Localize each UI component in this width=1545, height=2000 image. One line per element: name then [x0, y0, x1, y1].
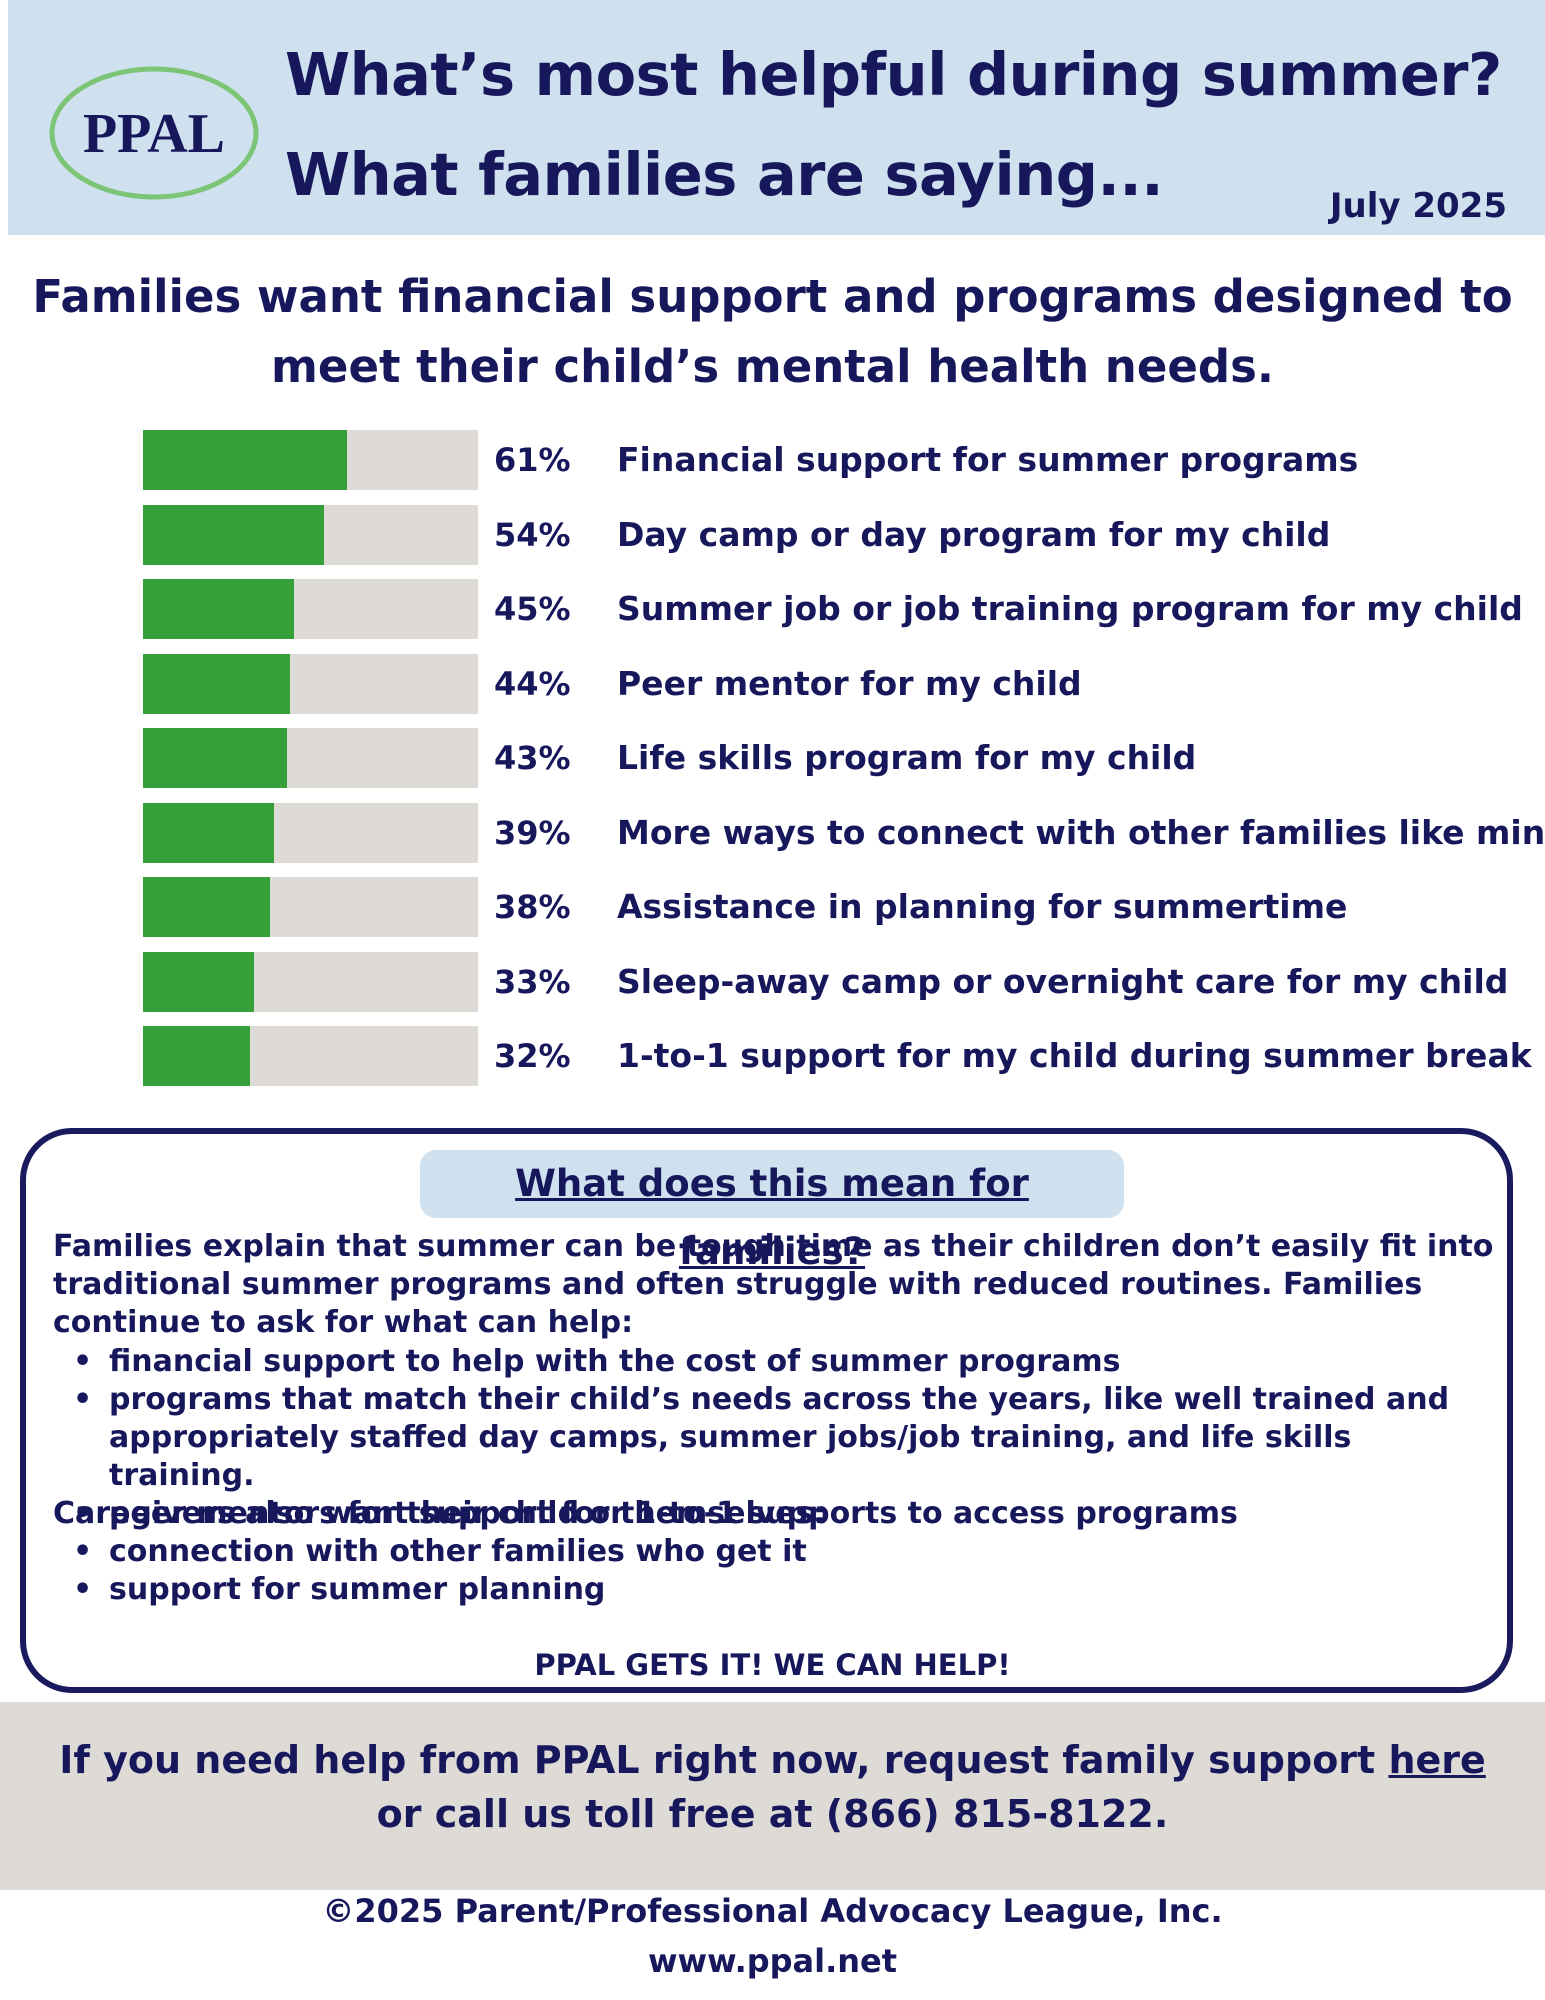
needs-list: financial support to help with the cost …: [53, 1343, 1503, 1533]
caregivers-text: Caregivers also want support for themsel…: [53, 1496, 826, 1531]
subheadline: Families want financial support and prog…: [0, 262, 1545, 402]
bar: [143, 579, 294, 639]
bar: [143, 1026, 251, 1086]
bar-category-label: Financial support for summer programs: [617, 440, 1359, 479]
bar-track: [143, 579, 478, 639]
bar-category-label: Assistance in planning for summertime: [617, 887, 1348, 926]
list-item: connection with other families who get i…: [53, 1533, 1503, 1571]
bar-value-label: 32%: [494, 1037, 571, 1075]
request-support-link[interactable]: here: [1388, 1738, 1486, 1782]
bar-category-label: Day camp or day program for my child: [617, 514, 1331, 554]
list-item: programs that match their child’s needs …: [53, 1381, 1503, 1495]
bar-track: [143, 430, 478, 490]
bar-track: [143, 653, 478, 714]
help-line2: or call us toll free at (866) 815-8122.: [376, 1792, 1169, 1836]
bar-row: 39% More ways to connect with other famil…: [0, 802, 1545, 863]
list-item: peer mentors for their child or 1-to-1 s…: [53, 1495, 1503, 1533]
bar-chart: 61% Financial support for summer programs…: [0, 430, 1545, 1086]
bar-value-label: 45%: [494, 590, 571, 628]
list-item: financial support to help with the cost …: [53, 1343, 1503, 1381]
bar-value-label: 38%: [494, 888, 571, 926]
bar-track: [143, 1026, 478, 1086]
bar-row: 54% Day camp or day program for my child: [0, 504, 1545, 565]
bar: [143, 951, 254, 1012]
bar: [143, 802, 274, 863]
bar-row: 45% Summer job or job training program fo…: [0, 579, 1545, 639]
bar-row: 38% Assistance in planning for summertime: [0, 877, 1545, 937]
bar-track: [143, 504, 478, 565]
subheadline-line2: meet their child’s mental health needs.: [271, 340, 1274, 393]
info-heading-badge: What does this mean for families?: [420, 1150, 1124, 1273]
bar-value-label: 39%: [494, 813, 571, 852]
help-text: If you need help from PPAL right now, re…: [59, 1738, 1389, 1782]
bar: [143, 653, 291, 714]
bar-value-label: 44%: [494, 664, 571, 703]
page-title-line2: What families are saying...: [285, 140, 1164, 209]
bar: [143, 504, 324, 565]
bar-track: [143, 728, 478, 788]
ppal-logo: PPAL: [49, 66, 259, 200]
header-band: [8, 0, 1545, 235]
copyright: ©2025 Parent/Professional Advocacy Leagu…: [322, 1892, 1223, 1930]
bar-category-label: More ways to connect with other families…: [617, 812, 1545, 852]
bar-row: 43% Life skills program for my child: [0, 728, 1545, 788]
bar-track: [143, 802, 478, 863]
report-date: July 2025: [1329, 186, 1507, 226]
caregiver-list: connection with other families who get i…: [53, 1533, 1503, 1609]
bar: [143, 877, 271, 937]
bar: [143, 728, 288, 788]
subheadline-line1: Families want financial support and prog…: [32, 270, 1513, 323]
help-line1: If you need help from PPAL right now, re…: [0, 1738, 1545, 1782]
bar-value-label: 33%: [494, 962, 571, 1001]
logo-text: PPAL: [83, 103, 225, 165]
bar-value-label: 61%: [494, 441, 571, 479]
bar-row: 61% Financial support for summer programs: [0, 430, 1545, 490]
bar-category-label: Peer mentor for my child: [617, 663, 1082, 703]
page-title-line1: What’s most helpful during summer?: [285, 40, 1502, 109]
info-cta: PPAL GETS IT! WE CAN HELP!: [534, 1648, 1011, 1682]
bar-category-label: Summer job or job training program for m…: [617, 589, 1523, 628]
bar-category-label: Sleep-away camp or overnight care for my…: [617, 961, 1509, 1001]
bar-category-label: Life skills program for my child: [617, 738, 1197, 777]
bar-value-label: 54%: [494, 515, 571, 554]
help-band: [0, 1702, 1545, 1890]
bar-track: [143, 951, 478, 1012]
bar: [143, 430, 348, 490]
info-heading: What does this mean for families?: [515, 1162, 1029, 1273]
bar-row: 32% 1-to-1 support for my child during su…: [0, 1026, 1545, 1086]
website-link[interactable]: www.ppal.net: [647, 1942, 898, 1980]
info-intro: Families explain that summer can be toug…: [53, 1229, 1494, 1340]
bar-row: 44% Peer mentor for my child: [0, 653, 1545, 714]
bar-value-label: 43%: [494, 739, 571, 777]
bar-row: 33% Sleep-away camp or overnight care for…: [0, 951, 1545, 1012]
list-item: support for summer planning: [53, 1571, 1503, 1609]
bar-track: [143, 877, 478, 937]
bar-category-label: 1-to-1 support for my child during summe…: [617, 1036, 1532, 1075]
